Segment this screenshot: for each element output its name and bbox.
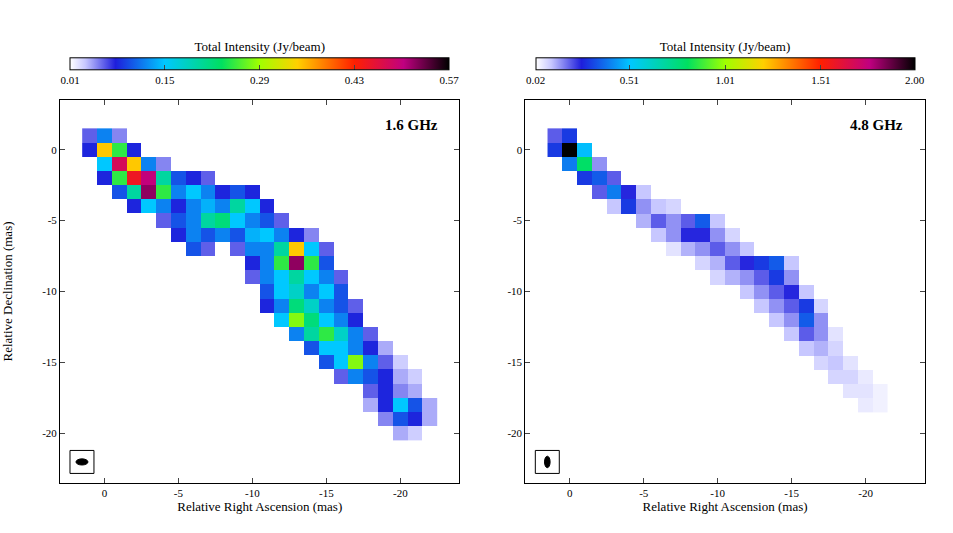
svg-text:Relative Declination (mas): Relative Declination (mas) [0, 221, 15, 361]
svg-text:0.51: 0.51 [620, 74, 639, 86]
svg-text:0: 0 [51, 144, 57, 156]
svg-text:1.01: 1.01 [715, 74, 734, 86]
svg-text:2.00: 2.00 [905, 74, 925, 86]
svg-text:0: 0 [517, 144, 523, 156]
svg-text:Relative Right Ascension (mas): Relative Right Ascension (mas) [177, 499, 342, 514]
svg-text:-10: -10 [42, 285, 57, 297]
svg-text:0.02: 0.02 [526, 74, 545, 86]
svg-text:-5: -5 [48, 214, 58, 226]
svg-text:-5: -5 [513, 214, 523, 226]
svg-text:0.01: 0.01 [61, 74, 80, 86]
svg-text:-15: -15 [507, 356, 522, 368]
svg-text:Total Intensity (Jy/beam): Total Intensity (Jy/beam) [660, 39, 791, 54]
svg-text:-5: -5 [639, 487, 649, 499]
svg-text:0.57: 0.57 [440, 74, 460, 86]
svg-text:-20: -20 [42, 427, 57, 439]
svg-text:-20: -20 [507, 427, 522, 439]
svg-text:-20: -20 [858, 487, 873, 499]
svg-text:0: 0 [567, 487, 573, 499]
svg-text:0: 0 [102, 487, 108, 499]
svg-text:-10: -10 [710, 487, 725, 499]
svg-text:Total Intensity (Jy/beam): Total Intensity (Jy/beam) [194, 39, 325, 54]
svg-text:-15: -15 [784, 487, 799, 499]
svg-text:0.29: 0.29 [250, 74, 270, 86]
svg-text:-5: -5 [174, 487, 184, 499]
svg-text:-10: -10 [245, 487, 260, 499]
svg-text:-20: -20 [393, 487, 408, 499]
svg-text:-10: -10 [507, 285, 522, 297]
svg-text:Relative Right Ascension (mas): Relative Right Ascension (mas) [643, 499, 808, 514]
svg-text:-15: -15 [319, 487, 334, 499]
svg-text:1.51: 1.51 [811, 74, 830, 86]
svg-text:0.15: 0.15 [155, 74, 175, 86]
svg-text:1.6 GHz: 1.6 GHz [385, 117, 438, 133]
svg-text:-15: -15 [42, 356, 57, 368]
svg-text:4.8 GHz: 4.8 GHz [850, 117, 903, 133]
svg-text:0.43: 0.43 [345, 74, 365, 86]
